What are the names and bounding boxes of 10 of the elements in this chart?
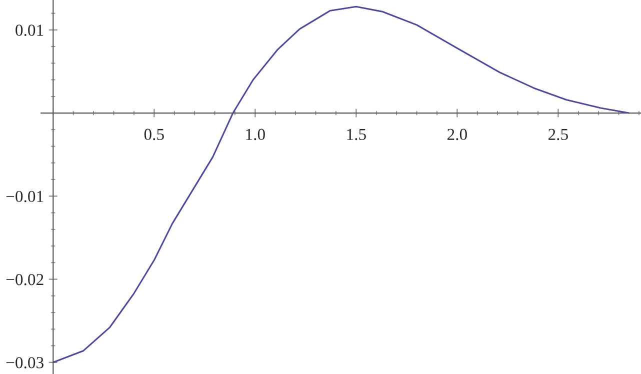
y-tick-label: −0.01 — [6, 190, 44, 202]
y-tick-label: −0.03 — [6, 357, 44, 368]
y-tick-label: 0.01 — [16, 24, 44, 36]
x-tick-label: 2.0 — [447, 128, 467, 140]
x-tick-label: 1.5 — [347, 128, 366, 140]
x-tick-label: 2.5 — [548, 128, 568, 140]
line-series — [52, 6, 630, 364]
x-tick-label: 0.5 — [144, 128, 164, 140]
y-tick-label: −0.02 — [6, 274, 44, 286]
x-tick-label: 1.0 — [246, 128, 265, 140]
